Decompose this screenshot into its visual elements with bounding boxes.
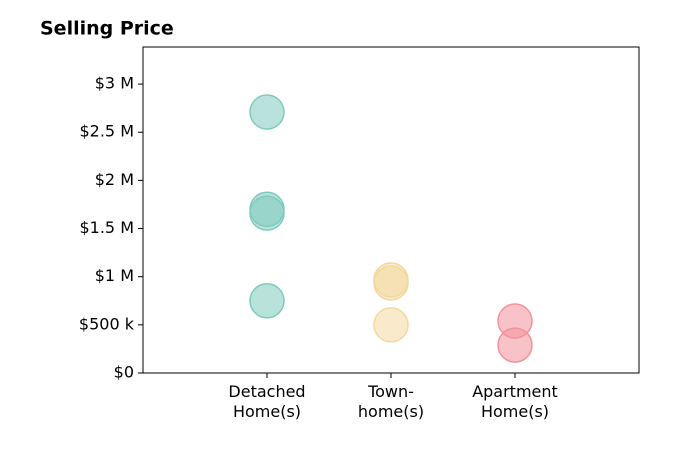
y-tick-label: $2 M	[95, 170, 134, 189]
point	[249, 195, 285, 231]
point	[249, 283, 285, 319]
y-tick-label: $2.5 M	[79, 122, 134, 141]
x-tick-label: Apartment Home(s)	[472, 382, 558, 421]
y-tick-label: $1 M	[95, 266, 134, 285]
point	[373, 307, 409, 343]
chart-title: Selling Price	[40, 18, 174, 40]
point	[249, 94, 285, 130]
point	[373, 265, 409, 301]
point	[497, 327, 533, 363]
x-tick-label: Detached Home(s)	[228, 382, 305, 421]
y-tick-label: $1.5 M	[79, 218, 134, 237]
y-tick-label: $0	[114, 363, 134, 382]
y-tick-label: $3 M	[95, 74, 134, 93]
x-tick-label: Town-home(s)	[358, 382, 424, 421]
y-tick-label: $500 k	[79, 314, 135, 333]
